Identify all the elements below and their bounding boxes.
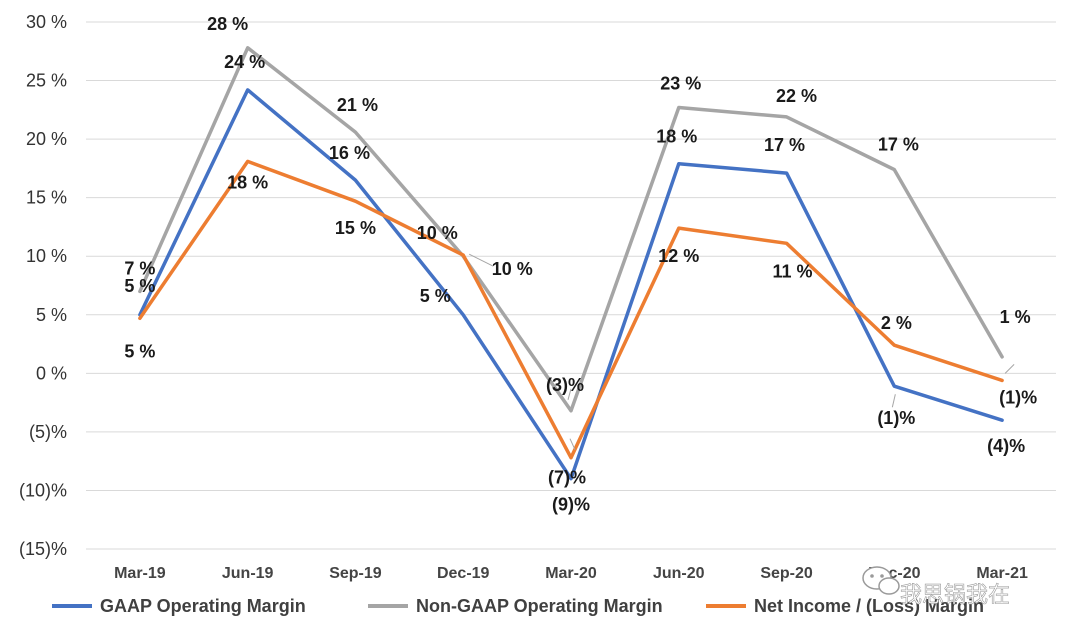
wechat-icon [862, 566, 900, 595]
data-label: 5 % [124, 276, 155, 296]
data-label: 5 % [420, 286, 451, 306]
data-label: 10 % [417, 223, 458, 243]
data-label: 21 % [337, 95, 378, 115]
data-label: (7)% [548, 468, 586, 488]
y-tick-label: (5)% [29, 422, 67, 442]
series-line [138, 46, 1004, 413]
data-label: 22 % [776, 86, 817, 106]
watermark: 我思锅我在 [862, 566, 1010, 608]
x-tick-label: Sep-20 [760, 565, 813, 582]
y-tick-label: 30 % [26, 12, 67, 32]
data-label: 23 % [660, 73, 701, 93]
wechat-bubble-small [878, 577, 900, 595]
x-tick-label: Dec-19 [437, 565, 490, 582]
data-label: 11 % [773, 261, 813, 281]
legend-label: GAAP Operating Margin [100, 596, 306, 616]
y-tick-label: 10 % [26, 246, 67, 266]
y-tick-label: (15)% [19, 539, 67, 559]
data-label: 15 % [335, 218, 376, 238]
label-leader-line [1004, 364, 1015, 374]
gridlines [86, 21, 1056, 550]
data-label: 10 % [492, 259, 533, 279]
data-label: (3)% [546, 375, 584, 395]
x-tick-label: Mar-19 [114, 565, 166, 582]
data-label: (9)% [552, 495, 590, 515]
data-label: 12 % [658, 246, 699, 266]
y-tick-label: 15 % [26, 188, 67, 208]
x-tick-label: Jun-20 [653, 565, 705, 582]
x-tick-label: Jun-19 [222, 565, 274, 582]
data-label: 17 % [764, 135, 805, 155]
series-line [138, 159, 1004, 460]
label-leader-lines [468, 253, 1015, 450]
series-line [138, 88, 1004, 481]
data-labels: 5 % 24 % 16 % 5 % (9)% 18 % 17 % (1)% (4)% 7 % 28 … [124, 14, 1037, 515]
series-lines [138, 46, 1004, 481]
data-label: 5 % [124, 341, 155, 361]
legend-label: Net Income / (Loss) Margin [754, 596, 984, 616]
y-axis: 30 % 25 % 20 % 15 % 10 % 5 % 0 % (5)% (10)% (15)% [19, 12, 67, 559]
watermark-text: 我思锅我在 [900, 583, 1010, 608]
data-label: (1)% [999, 387, 1037, 407]
y-tick-label: (10)% [19, 480, 67, 500]
legend: GAAP Operating Margin Non-GAAP Operating … [52, 596, 984, 616]
data-label: (1)% [877, 408, 915, 428]
data-label: 1 % [1000, 307, 1031, 327]
y-tick-label: 5 % [36, 305, 67, 325]
label-leader-line [569, 438, 576, 450]
data-label: 28 % [207, 14, 248, 34]
y-tick-label: 0 % [36, 363, 67, 383]
wechat-eye [870, 574, 874, 578]
data-label: 18 % [227, 172, 268, 192]
data-label: 7 % [124, 258, 155, 278]
y-tick-label: 25 % [26, 71, 67, 91]
data-label: 16 % [329, 143, 370, 163]
y-tick-label: 20 % [26, 129, 67, 149]
label-leader-line [891, 394, 896, 408]
data-label: 24 % [224, 52, 265, 72]
data-label: 18 % [656, 127, 697, 147]
legend-label: Non-GAAP Operating Margin [416, 596, 663, 616]
x-tick-label: Mar-21 [976, 565, 1028, 582]
label-leader-line [567, 388, 572, 400]
x-tick-label: Mar-20 [545, 565, 597, 582]
data-label: 2 % [881, 313, 912, 333]
wechat-eye [880, 574, 884, 578]
data-label: 17 % [878, 135, 919, 155]
label-leader-line [468, 253, 494, 267]
data-label: (4)% [987, 436, 1025, 456]
x-tick-label: Sep-19 [329, 565, 382, 582]
